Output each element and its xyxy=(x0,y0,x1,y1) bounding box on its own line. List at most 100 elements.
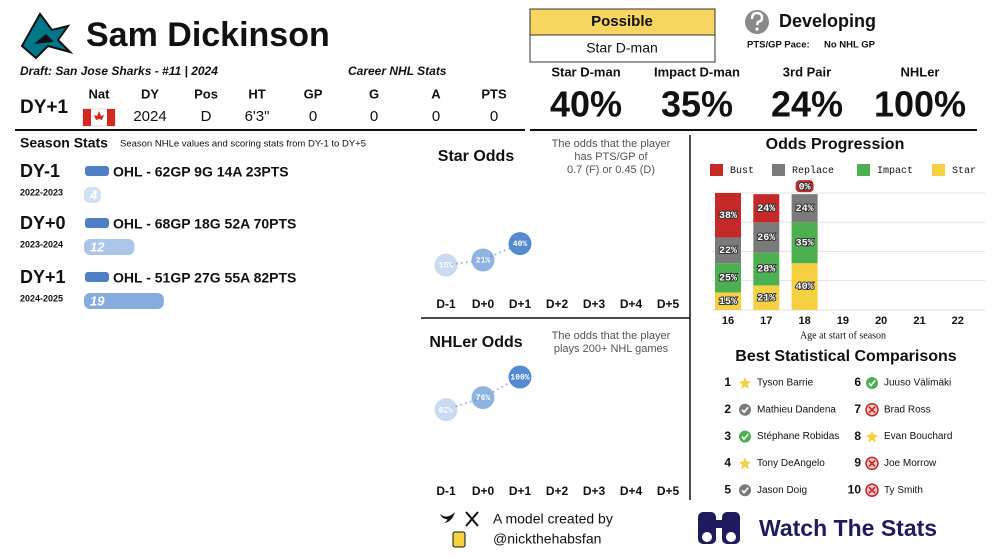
outcome-icon xyxy=(868,379,876,387)
social-icons xyxy=(440,511,479,548)
odds-value: 40% xyxy=(550,84,622,125)
nhle-label: 12 xyxy=(90,239,105,254)
section-title: Season Stats xyxy=(20,135,108,151)
row-line: OHL - 62GP 9G 14A 23PTS xyxy=(113,164,289,180)
x-tick-label: 16 xyxy=(722,315,734,327)
segment-label: 35% xyxy=(796,238,814,249)
bio-label: HT xyxy=(248,86,265,101)
outcome-icon xyxy=(739,403,751,416)
chart-title: NHLer Odds xyxy=(429,334,522,351)
player-name: Sam Dickinson xyxy=(86,16,330,54)
outcome-icon xyxy=(866,377,878,389)
chart-title: Odds Progression xyxy=(766,136,905,153)
nhle-label: 4 xyxy=(89,187,98,202)
section-title: Best Statistical Comparisons xyxy=(735,348,957,365)
outcome-icon xyxy=(868,406,876,414)
bio-label: Pos xyxy=(194,86,218,101)
row-years: 2023-2024 xyxy=(20,239,63,249)
bio-value: 0 xyxy=(309,108,317,125)
x-tick-label: 22 xyxy=(952,315,964,327)
league-icon xyxy=(85,218,109,228)
outcome-icon xyxy=(741,433,749,441)
pace-value: No NHL GP xyxy=(824,40,876,51)
chart-title: Star Odds xyxy=(438,148,515,165)
row-dy: DY+1 xyxy=(20,267,66,287)
segment-label: 0% xyxy=(799,182,811,193)
legend-label: Replace xyxy=(792,165,834,177)
nhle-label: 19 xyxy=(90,293,105,308)
bubble-label: 21% xyxy=(476,257,491,266)
player-name: Juuso Välimäki xyxy=(884,378,951,389)
career-title: Career NHL Stats xyxy=(348,64,447,78)
chart-subtitle: The odds that the player xyxy=(552,330,671,342)
odds-label: Impact D-man xyxy=(654,64,740,79)
odds-value: 24% xyxy=(771,84,843,125)
bio-label: A xyxy=(431,86,441,101)
x-tick-label: D+1 xyxy=(509,297,532,311)
section-subtitle: Season NHLe values and scoring stats fro… xyxy=(120,139,366,150)
x-tick-label: D+0 xyxy=(472,484,495,498)
x-tick-label: D+2 xyxy=(546,484,569,498)
legend-label: Bust xyxy=(730,166,754,177)
bio-value: 0 xyxy=(490,108,498,125)
segment-label: 24% xyxy=(757,204,775,215)
tier: Developing xyxy=(779,11,876,31)
legend-swatch xyxy=(772,164,785,176)
bar-segment xyxy=(753,222,780,253)
outcome-icon xyxy=(868,486,876,494)
rank: 2 xyxy=(724,402,731,416)
outcome-icon xyxy=(739,377,751,389)
outcome-icon xyxy=(868,459,876,467)
bio-label: PTS xyxy=(481,86,507,101)
legend-swatch xyxy=(932,164,945,176)
flag xyxy=(82,108,116,127)
outcome-icon xyxy=(741,406,749,414)
bubble-label: 40% xyxy=(513,240,528,249)
rank: 9 xyxy=(854,456,861,470)
bio-value: 0 xyxy=(370,108,378,125)
x-tick-label: D+1 xyxy=(509,484,532,498)
segment-label: 40% xyxy=(796,282,814,293)
credit: A model created by xyxy=(493,511,613,527)
row-dy: DY-1 xyxy=(20,161,60,181)
rank: 1 xyxy=(724,375,731,389)
bio-value: 6'3" xyxy=(245,108,270,125)
handle: @nickthehabsfan xyxy=(493,531,601,547)
rank: 3 xyxy=(724,429,731,443)
rank: 7 xyxy=(854,402,861,416)
outcome-icon xyxy=(739,430,751,443)
segment-label: 25% xyxy=(719,273,737,284)
bar-segment xyxy=(715,237,741,264)
bar-segment xyxy=(715,263,741,293)
league-icon xyxy=(85,166,109,176)
bio-value: 0 xyxy=(432,108,440,125)
rank: 10 xyxy=(848,482,862,496)
team-logo xyxy=(20,12,74,60)
brand-logo xyxy=(698,512,740,544)
label-bg xyxy=(795,180,814,193)
player-name: Ty Smith xyxy=(884,485,923,496)
nhle-bar xyxy=(84,239,135,255)
player-name: Mathieu Dandena xyxy=(757,404,836,415)
bubble xyxy=(434,253,458,277)
nhle-bar xyxy=(84,293,164,309)
segment-label: 21% xyxy=(757,293,775,304)
segment-label: 24% xyxy=(796,204,814,215)
player-name: Evan Bouchard xyxy=(884,431,952,442)
segment-label: 26% xyxy=(757,233,775,244)
bio-label: DY xyxy=(141,86,159,101)
league-icon xyxy=(85,272,109,282)
player-name: Tyson Barrie xyxy=(757,378,814,389)
bar-segment xyxy=(753,252,780,286)
odds-label: NHLer xyxy=(900,64,939,79)
brand: Watch The Stats xyxy=(759,515,937,541)
legend-swatch xyxy=(710,164,723,176)
bar-segment xyxy=(791,194,818,223)
projection-box xyxy=(529,34,716,63)
bio-value: D xyxy=(201,108,212,125)
segment-label: 15% xyxy=(719,297,737,308)
bio-dy: DY+1 xyxy=(20,97,68,118)
legend-swatch xyxy=(857,164,870,176)
bubble xyxy=(471,386,495,410)
